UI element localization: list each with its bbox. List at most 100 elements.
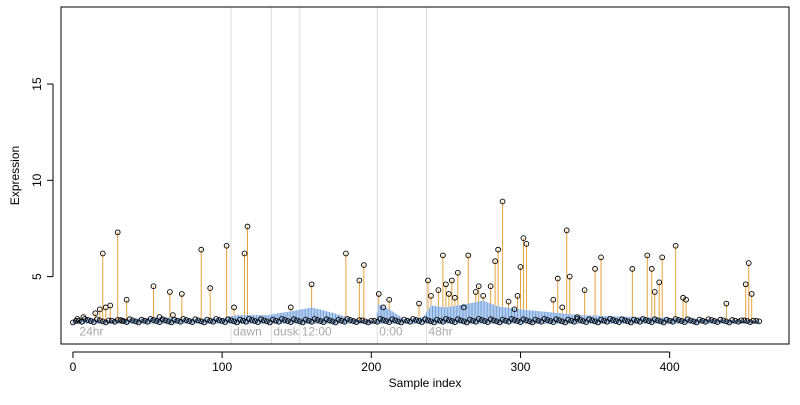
peak-point [156, 314, 163, 320]
peak-point [167, 289, 173, 295]
floor-point [413, 317, 419, 323]
peak-point [511, 306, 518, 313]
floor-point [425, 317, 431, 324]
floor-point [636, 318, 643, 325]
floor-point [654, 317, 661, 324]
floor-point [529, 319, 536, 326]
floor-point [628, 319, 634, 326]
floor-point [645, 318, 652, 324]
floor-point [311, 316, 318, 322]
floor-point [222, 319, 228, 325]
floor-point [129, 317, 136, 324]
floor-point [183, 317, 190, 323]
floor-point [613, 318, 619, 324]
peak-point [451, 294, 458, 301]
floor-point [508, 316, 515, 322]
floor-point [431, 319, 437, 326]
floor-point [258, 316, 264, 323]
floor-point [174, 317, 181, 324]
floor-point [386, 319, 393, 325]
floor-point [377, 316, 384, 322]
floor-point [565, 316, 572, 323]
floor-point [350, 318, 357, 324]
floor-point [272, 317, 279, 324]
peak-point [629, 266, 636, 272]
phase-label: 48hr [428, 324, 452, 338]
peak-point [480, 293, 487, 299]
x-tick-label: 0 [70, 360, 77, 374]
floor-point [481, 318, 488, 324]
peak-point [380, 304, 387, 311]
peak-point [475, 283, 482, 290]
peak-point [428, 293, 434, 299]
floor-point [198, 318, 205, 325]
floor-point [523, 317, 530, 324]
floor-point [126, 316, 133, 323]
floor-point [547, 318, 554, 324]
peak-point [672, 242, 679, 249]
floor-point [744, 318, 751, 324]
peak-point [343, 250, 349, 257]
peak-point [592, 266, 598, 272]
peak-point [495, 246, 501, 253]
floor-point [87, 318, 94, 324]
floor-point [651, 316, 658, 323]
floor-point [290, 316, 297, 323]
floor-point [633, 317, 640, 324]
peak-point [386, 296, 393, 303]
floor-point [568, 317, 575, 324]
floor-point [293, 317, 300, 324]
floor-point [451, 319, 458, 325]
floor-point [541, 316, 548, 322]
floor-point [687, 317, 694, 324]
floor-point [502, 317, 509, 324]
floor-point [753, 317, 760, 324]
phase-lines [230, 7, 427, 344]
floor-point [741, 317, 748, 324]
phase-label: dawn [233, 324, 262, 338]
floor-point [675, 317, 682, 323]
floor-point [177, 318, 184, 325]
floor-point [320, 319, 327, 325]
peak-point [651, 289, 658, 295]
floor-point [287, 319, 294, 325]
floor-point [648, 319, 655, 325]
peak-point [550, 296, 557, 303]
peak-point [223, 242, 230, 249]
peak-point [659, 254, 666, 261]
peak-point [123, 296, 130, 303]
floor-point [437, 317, 443, 324]
floor-point [460, 318, 467, 325]
floor-point [604, 318, 610, 325]
floor-point [556, 317, 563, 324]
floor-point [255, 319, 261, 325]
peak-point [440, 252, 446, 259]
floor-point [210, 318, 217, 325]
floor-point [693, 319, 700, 326]
floor-point [756, 318, 763, 325]
peak-point [231, 304, 237, 311]
peak-point [241, 250, 248, 257]
floor-point [180, 316, 187, 322]
peak-point [574, 314, 581, 320]
floor-point [374, 318, 381, 325]
floor-point [335, 316, 342, 323]
floor-point [132, 318, 139, 325]
floor-point [544, 317, 551, 323]
floor-point [111, 318, 118, 325]
peak-point [114, 229, 121, 236]
floor-point [625, 318, 631, 325]
floor-point [347, 317, 354, 323]
floor-point [329, 318, 336, 325]
floor-point [487, 316, 494, 323]
peak-point [581, 287, 588, 293]
floor-point [93, 316, 100, 323]
floor-point [168, 319, 175, 326]
peak-point [360, 262, 367, 268]
floor-point [395, 318, 401, 325]
peak-point [517, 264, 524, 270]
peak-point [745, 260, 752, 266]
floor-point [144, 318, 151, 325]
floor-point [699, 317, 706, 324]
